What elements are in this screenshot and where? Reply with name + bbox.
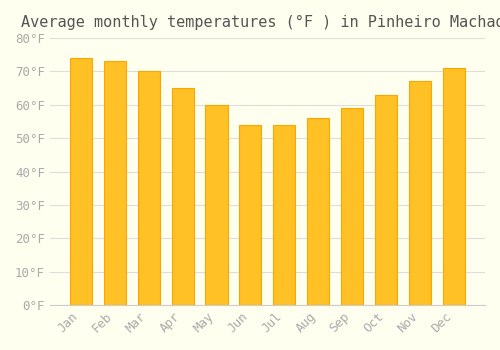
Bar [308,118,330,305]
Bar [104,62,126,305]
Bar [70,58,92,305]
Bar [138,71,160,305]
Bar [274,125,295,305]
Title: Average monthly temperatures (°F ) in Pinheiro Machado: Average monthly temperatures (°F ) in Pi… [21,15,500,30]
Bar [375,95,398,305]
Bar [172,88,194,305]
Bar [409,82,432,305]
Bar [206,105,228,305]
Bar [342,108,363,305]
Bar [443,68,465,305]
Bar [240,125,262,305]
